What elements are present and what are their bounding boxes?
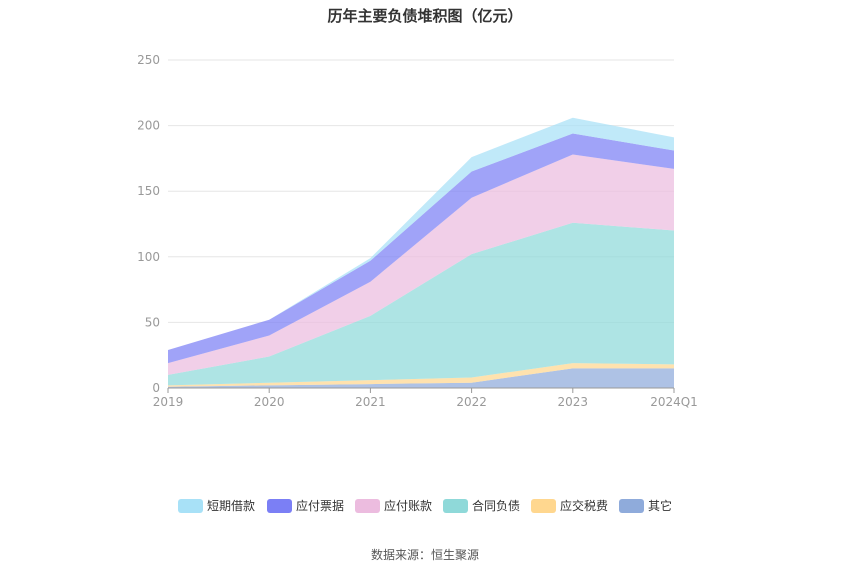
area-series-0 <box>168 368 674 388</box>
y-tick-label: 250 <box>137 53 160 67</box>
area-series-4 <box>168 133 674 364</box>
legend-label: 应付账款 <box>384 498 432 513</box>
legend-swatch <box>531 499 556 513</box>
x-tick-label: 2020 <box>254 395 285 409</box>
legend-swatch <box>355 499 380 513</box>
legend-label: 合同负债 <box>472 498 520 513</box>
legend-item[interactable]: 短期借款 <box>178 499 255 513</box>
x-tick-label: 2022 <box>456 395 487 409</box>
y-tick-label: 100 <box>137 250 160 264</box>
legend-label: 应付票据 <box>296 498 344 513</box>
area-series-3 <box>168 154 674 375</box>
chart-title: 历年主要负债堆积图（亿元） <box>327 7 522 25</box>
legend-swatch <box>178 499 203 513</box>
legend: 短期借款 应付票据 应付账款 合同负债 应交税费 其它 <box>178 498 672 513</box>
x-tick-label: 2023 <box>558 395 589 409</box>
y-tick-label: 0 <box>152 381 160 395</box>
area-series-5 <box>168 117 674 350</box>
x-axis: 2019 2020 2021 2022 2023 2024Q1 <box>153 387 698 409</box>
source-note: 数据来源：恒生聚源 <box>371 547 479 562</box>
legend-label: 其它 <box>648 498 672 513</box>
legend-item[interactable]: 应交税费 <box>531 498 608 513</box>
area-series <box>168 117 674 388</box>
legend-label: 短期借款 <box>207 499 255 513</box>
x-tick-label: 2021 <box>355 395 386 409</box>
area-series-2 <box>168 222 674 386</box>
y-tick-label: 50 <box>145 315 160 329</box>
legend-label: 应交税费 <box>560 498 608 513</box>
legend-swatch <box>267 499 292 513</box>
legend-swatch <box>619 499 644 513</box>
y-tick-label: 150 <box>137 184 160 198</box>
legend-item[interactable]: 其它 <box>619 498 672 513</box>
legend-item[interactable]: 应付账款 <box>355 498 432 513</box>
x-tick-label: 2019 <box>153 395 184 409</box>
legend-swatch <box>443 499 468 513</box>
area-series-1 <box>168 363 674 387</box>
y-tick-label: 200 <box>137 119 160 133</box>
legend-item[interactable]: 合同负债 <box>443 498 520 513</box>
x-tick-label: 2024Q1 <box>650 395 698 409</box>
y-axis: 0 50 100 150 200 250 <box>137 53 160 395</box>
legend-item[interactable]: 应付票据 <box>267 498 344 513</box>
